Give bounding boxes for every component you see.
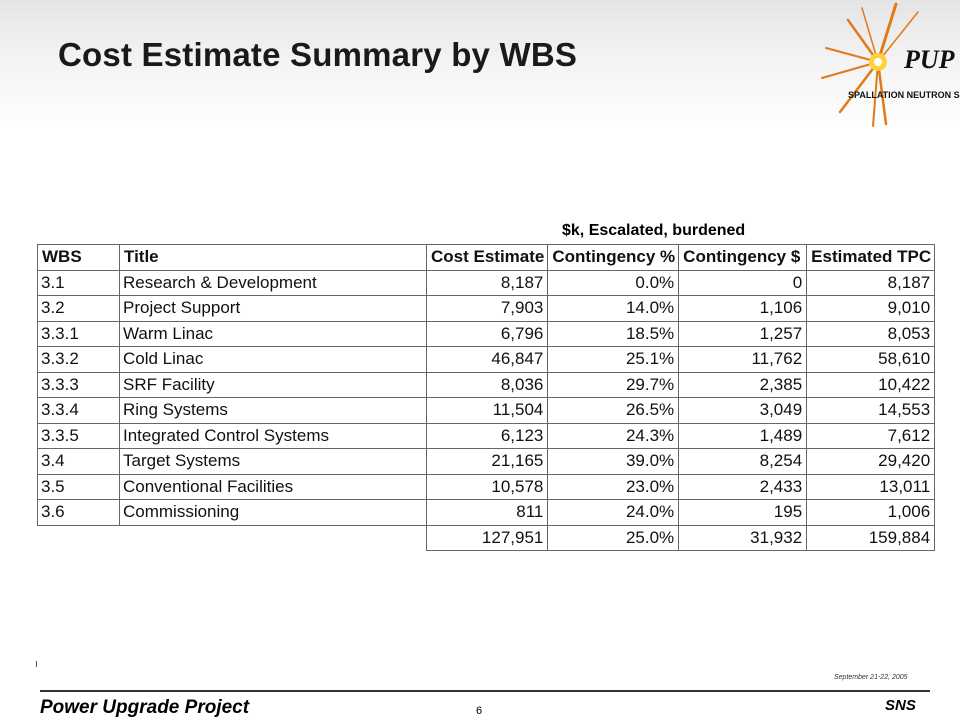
cell-contingency-dollars: 195	[678, 499, 808, 526]
table-row: 3.5 Conventional Facilities 10,578 23.0%…	[37, 473, 936, 500]
cell-tpc: 9,010	[806, 295, 936, 322]
cell-cost: 46,847	[425, 346, 549, 373]
cell-title: Project Support	[119, 295, 427, 322]
cell-tpc: 1,006	[806, 499, 936, 526]
footer-date: September 21-22, 2005	[834, 674, 908, 681]
table-row: 3.3.3 SRF Facility 8,036 29.7% 2,385 10,…	[37, 371, 936, 398]
header-title: Title	[119, 244, 427, 271]
cell-tpc: 58,610	[806, 346, 936, 373]
cell-contingency-pct: 0.0%	[547, 269, 680, 296]
cell-tpc: 14,553	[806, 397, 936, 424]
total-contingency-pct: 25.0%	[547, 524, 680, 551]
cell-contingency-dollars: 11,762	[678, 346, 808, 373]
footer-divider	[40, 690, 930, 692]
table-subtitle: $k, Escalated, burdened	[562, 222, 746, 239]
cell-cost: 811	[425, 499, 549, 526]
table-row: 3.6 Commissioning 811 24.0% 195 1,006	[37, 499, 936, 526]
total-tpc: 159,884	[806, 524, 936, 551]
cell-contingency-dollars: 1,257	[678, 320, 808, 347]
cell-title: Ring Systems	[119, 397, 427, 424]
cell-contingency-dollars: 1,106	[678, 295, 808, 322]
cell-contingency-pct: 25.1%	[547, 346, 680, 373]
cell-title: Commissioning	[119, 499, 427, 526]
header-band	[0, 0, 960, 130]
total-contingency-dollars: 31,932	[678, 524, 808, 551]
cell-contingency-dollars: 2,433	[678, 473, 808, 500]
logo-tagline: SPALLATION NEUTRON SOURCE	[848, 90, 960, 100]
table-row: 3.3.1 Warm Linac 6,796 18.5% 1,257 8,053	[37, 320, 936, 347]
cell-tpc: 8,187	[806, 269, 936, 296]
header-cost-estimate: Cost Estimate	[425, 244, 549, 271]
cell-cost: 11,504	[425, 397, 549, 424]
page-number: 6	[476, 705, 483, 717]
cell-contingency-pct: 14.0%	[547, 295, 680, 322]
cell-title: SRF Facility	[119, 371, 427, 398]
wbs-cost-table: WBS Title Cost Estimate Contingency % Co…	[37, 244, 936, 551]
cell-wbs: 3.1	[37, 269, 120, 296]
footer-project-name: Power Upgrade Project	[40, 697, 250, 718]
totals-row: 127,951 25.0% 31,932 159,884	[38, 524, 936, 551]
cell-tpc: 10,422	[806, 371, 936, 398]
pup-logo: PUP SPALLATION NEUTRON SOURCE	[821, 2, 960, 127]
cell-contingency-pct: 18.5%	[547, 320, 680, 347]
table-row: 3.4 Target Systems 21,165 39.0% 8,254 29…	[37, 448, 936, 475]
cell-title: Cold Linac	[119, 346, 427, 373]
cell-contingency-dollars: 2,385	[678, 371, 808, 398]
table-row: 3.3.2 Cold Linac 46,847 25.1% 11,762 58,…	[37, 346, 936, 373]
cell-wbs: 3.3.2	[37, 346, 120, 373]
cell-cost: 6,796	[425, 320, 549, 347]
cell-contingency-dollars: 8,254	[678, 448, 808, 475]
table-row: 3.2 Project Support 7,903 14.0% 1,106 9,…	[37, 295, 936, 322]
table-row: 3.1 Research & Development 8,187 0.0% 0 …	[37, 269, 936, 296]
cell-wbs: 3.3.3	[37, 371, 120, 398]
cell-contingency-pct: 24.0%	[547, 499, 680, 526]
cell-contingency-dollars: 3,049	[678, 397, 808, 424]
header-contingency-dollars: Contingency $	[678, 244, 808, 271]
cell-title: Target Systems	[119, 448, 427, 475]
cell-wbs: 3.3.1	[37, 320, 120, 347]
cell-wbs: 3.6	[37, 499, 120, 526]
cell-contingency-dollars: 0	[678, 269, 808, 296]
cell-wbs: 3.4	[37, 448, 120, 475]
cell-contingency-dollars: 1,489	[678, 422, 808, 449]
cell-wbs: 3.2	[37, 295, 120, 322]
cell-contingency-pct: 24.3%	[547, 422, 680, 449]
cell-contingency-pct: 39.0%	[547, 448, 680, 475]
cell-title: Warm Linac	[119, 320, 427, 347]
table-header-row: WBS Title Cost Estimate Contingency % Co…	[37, 244, 936, 271]
cell-wbs: 3.3.4	[37, 397, 120, 424]
cell-tpc: 7,612	[806, 422, 936, 449]
table-row: 3.3.4 Ring Systems 11,504 26.5% 3,049 14…	[37, 397, 936, 424]
cell-cost: 6,123	[425, 422, 549, 449]
cell-tpc: 29,420	[806, 448, 936, 475]
cell-cost: 8,036	[425, 371, 549, 398]
total-cost: 127,951	[425, 524, 549, 551]
cell-cost: 8,187	[425, 269, 549, 296]
table-row: 3.3.5 Integrated Control Systems 6,123 2…	[37, 422, 936, 449]
header-contingency-pct: Contingency %	[547, 244, 680, 271]
cell-contingency-pct: 23.0%	[547, 473, 680, 500]
cell-tpc: 13,011	[806, 473, 936, 500]
logo-pup-text: PUP	[903, 45, 956, 74]
cell-contingency-pct: 26.5%	[547, 397, 680, 424]
cell-cost: 10,578	[425, 473, 549, 500]
cell-wbs: 3.3.5	[37, 422, 120, 449]
header-estimated-tpc: Estimated TPC	[806, 244, 936, 271]
cell-title: Integrated Control Systems	[119, 422, 427, 449]
cell-wbs: 3.5	[37, 473, 120, 500]
cell-tpc: 8,053	[806, 320, 936, 347]
divider-mark	[36, 661, 37, 667]
cell-contingency-pct: 29.7%	[547, 371, 680, 398]
cell-title: Research & Development	[119, 269, 427, 296]
slide-title: Cost Estimate Summary by WBS	[58, 36, 578, 73]
header-wbs: WBS	[37, 244, 120, 271]
cell-cost: 7,903	[425, 295, 549, 322]
cell-title: Conventional Facilities	[119, 473, 427, 500]
cell-cost: 21,165	[425, 448, 549, 475]
footer-org: SNS	[885, 697, 916, 714]
